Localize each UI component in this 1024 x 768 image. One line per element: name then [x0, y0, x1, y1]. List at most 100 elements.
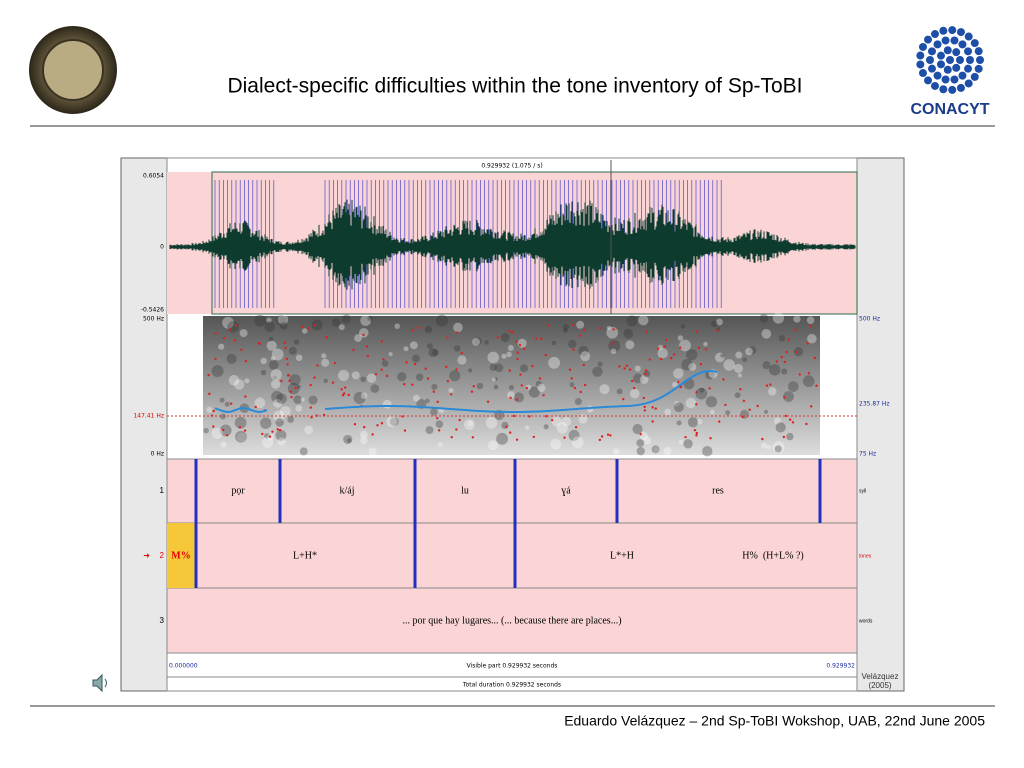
formant-dot	[677, 380, 680, 384]
spectral-blob	[592, 366, 603, 377]
visible-part: Visible part 0.929932 seconds	[467, 663, 558, 670]
spectral-blob	[507, 391, 516, 400]
formant-dot	[450, 435, 453, 439]
spectral-blob	[705, 370, 715, 380]
formant-dot	[544, 353, 548, 357]
spectral-blob	[507, 344, 514, 352]
spectral-blob	[487, 351, 500, 364]
formant-dot	[809, 324, 812, 328]
formant-dot	[309, 406, 313, 409]
spectral-blob	[745, 347, 753, 356]
formant-dot	[600, 435, 604, 438]
formant-dot	[516, 351, 519, 354]
formant-dot	[663, 345, 667, 348]
formant-dot	[301, 325, 304, 329]
formant-dot	[432, 390, 435, 393]
formant-dot	[672, 353, 676, 356]
formant-dot	[798, 373, 801, 376]
formant-dot	[286, 374, 290, 377]
freq-label: 75 Hz	[859, 451, 876, 458]
spectral-blob	[608, 340, 621, 352]
formant-dot	[574, 426, 578, 429]
formant-dot	[212, 425, 215, 428]
spectral-blob	[266, 317, 272, 323]
spectral-blob	[338, 324, 345, 331]
spectral-blob	[550, 438, 562, 450]
formant-dot	[244, 359, 248, 363]
formant-dot	[599, 326, 603, 330]
spectral-blob	[403, 346, 409, 352]
formant-dot	[271, 430, 274, 433]
formant-dot	[284, 346, 287, 350]
formant-dot	[243, 429, 247, 432]
formant-dot	[486, 400, 490, 403]
spectral-blob	[561, 416, 572, 427]
logo-dot	[927, 47, 936, 56]
spectral-blob	[211, 365, 224, 378]
formant-dot	[278, 428, 282, 432]
formant-dot	[783, 396, 786, 399]
logo-dot	[936, 60, 945, 69]
logo-dot	[946, 56, 954, 64]
formant-dot	[496, 336, 499, 339]
time-end: 0.929932	[826, 663, 855, 670]
spectral-blob	[768, 364, 781, 376]
spectral-blob	[606, 326, 611, 331]
formant-dot	[628, 368, 632, 371]
formant-dot	[648, 358, 651, 361]
spectral-blob	[358, 328, 369, 338]
formant-dot	[780, 356, 783, 359]
formant-dot	[347, 393, 350, 397]
logo-dot	[927, 64, 936, 73]
formant-dot	[222, 336, 226, 340]
formant-dot	[644, 369, 648, 372]
formant-dot	[460, 351, 463, 355]
formant-dot	[238, 425, 242, 429]
spectral-blob	[613, 448, 620, 455]
formant-dot	[716, 329, 719, 332]
logo-dot	[939, 85, 948, 94]
logo-dot	[916, 60, 925, 69]
logo-dot	[924, 76, 933, 85]
spectral-blob	[273, 398, 283, 408]
formant-dot	[508, 369, 511, 372]
logo-dot	[926, 56, 934, 64]
tier-boundaries	[194, 459, 822, 588]
spectral-blob	[301, 328, 308, 334]
formant-dot	[385, 374, 389, 378]
spectral-blob	[685, 397, 697, 409]
spectral-blob	[276, 314, 287, 326]
formant-dot	[550, 418, 554, 422]
formant-dot	[283, 341, 287, 344]
spectral-blob	[725, 410, 731, 416]
formant-dot	[207, 373, 210, 377]
logo-dot	[964, 32, 973, 41]
formant-dot	[288, 379, 291, 382]
formant-dot	[403, 382, 406, 386]
spectral-blob	[321, 353, 327, 359]
spectral-blob	[235, 430, 247, 443]
spectral-blob	[228, 375, 240, 386]
formant-dot	[363, 425, 366, 429]
formant-dot	[697, 346, 701, 350]
spectral-blob	[762, 361, 771, 370]
spectral-blob	[710, 320, 718, 328]
spectral-blob	[270, 369, 282, 381]
logo-dot	[916, 51, 925, 60]
spectral-blob	[430, 408, 438, 416]
spectral-blob	[643, 370, 651, 378]
spectral-blob	[737, 373, 742, 378]
formant-dot	[515, 340, 518, 344]
spectral-blob	[211, 427, 223, 440]
pitch-contour	[214, 406, 268, 414]
spectral-blob	[264, 321, 275, 332]
speaker-icon[interactable]	[92, 673, 107, 693]
spectral-blob	[472, 337, 480, 346]
logo-dot	[970, 72, 979, 81]
logo-dot	[974, 47, 983, 56]
formant-dot	[411, 383, 414, 386]
spectral-blob	[793, 347, 804, 357]
formant-dot	[651, 406, 654, 409]
spectral-blob	[424, 325, 433, 334]
